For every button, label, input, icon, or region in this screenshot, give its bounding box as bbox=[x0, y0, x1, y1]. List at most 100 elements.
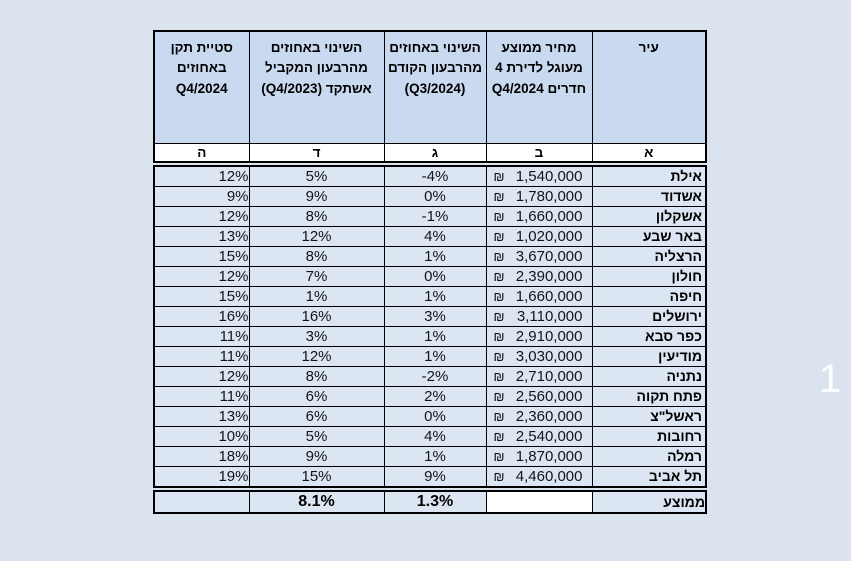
std-dev-value: 12% bbox=[218, 208, 249, 225]
yoy-change-value: 8% bbox=[305, 248, 328, 265]
std-dev-value: 11% bbox=[219, 348, 249, 365]
qoq-change-value: 1% bbox=[424, 288, 446, 305]
city-cell: אשקלון bbox=[591, 206, 707, 227]
column-letters-row: א ב ג ד ה bbox=[153, 143, 707, 163]
shekel-currency-symbol: ₪ bbox=[493, 429, 505, 444]
yoy-change-value: 12% bbox=[301, 348, 332, 365]
qoq-change-value: 0% bbox=[424, 268, 446, 285]
yoy-change-cell: 6% bbox=[248, 406, 385, 427]
qoq-change-cell: -4% bbox=[383, 165, 487, 187]
qoq-change-value: 1% bbox=[424, 348, 446, 365]
city-cell: מודיעין bbox=[591, 346, 707, 367]
qoq-change-cell: 1% bbox=[383, 346, 487, 367]
shekel-currency-symbol: ₪ bbox=[493, 249, 505, 264]
shekel-currency-symbol: ₪ bbox=[493, 329, 505, 344]
yoy-change-cell: 5% bbox=[248, 165, 385, 187]
std-dev-value: 9% bbox=[226, 188, 249, 205]
city-cell: כפר סבא bbox=[591, 326, 707, 347]
yoy-change-value: 6% bbox=[305, 388, 328, 405]
city-cell: ראשל"צ bbox=[591, 406, 707, 427]
price-cell: ₪ 4,460,000 bbox=[485, 466, 593, 488]
data-rows: אילת ₪ 1,540,000 -4% 5% 12% אשדוד ₪ 1,780,000 0% 9… bbox=[153, 165, 707, 488]
yoy-change-cell: 8% bbox=[248, 206, 385, 227]
std-dev-cell: 15% bbox=[153, 286, 250, 307]
yoy-change-cell: 15% bbox=[248, 466, 385, 488]
price-value: 1,660,000 bbox=[515, 288, 583, 305]
price-cell: ₪ 2,540,000 bbox=[485, 426, 593, 447]
std-dev-value: 11% bbox=[219, 388, 249, 405]
table-row: תל אביב ₪ 4,460,000 9% 15% 19% bbox=[153, 466, 707, 488]
city-cell: פתח תקוה bbox=[591, 386, 707, 407]
price-cell: ₪ 1,020,000 bbox=[485, 226, 593, 247]
yoy-change-cell: 7% bbox=[248, 266, 385, 287]
std-dev-value: 13% bbox=[218, 408, 249, 425]
table-row: רמלה ₪ 1,870,000 1% 9% 18% bbox=[153, 446, 707, 467]
std-dev-value: 12% bbox=[218, 368, 249, 385]
shekel-currency-symbol: ₪ bbox=[493, 309, 505, 324]
std-dev-value: 12% bbox=[218, 168, 249, 185]
qoq-change-value: 1% bbox=[424, 328, 446, 345]
header-city: עיר bbox=[591, 30, 707, 144]
price-value: 1,780,000 bbox=[515, 188, 583, 205]
header-row: עיר מחיר ממוצע מעוגל לדירת 4 חדרים Q4/20… bbox=[153, 30, 707, 144]
price-cell: ₪ 1,660,000 bbox=[485, 206, 593, 227]
yoy-change-cell: 12% bbox=[248, 346, 385, 367]
price-value: 1,540,000 bbox=[515, 168, 583, 185]
price-cell: ₪ 1,780,000 bbox=[485, 186, 593, 207]
yoy-change-value: 6% bbox=[305, 408, 328, 425]
city-cell: הרצליה bbox=[591, 246, 707, 267]
price-value: 1,660,000 bbox=[515, 208, 583, 225]
std-dev-cell: 12% bbox=[153, 206, 250, 227]
qoq-change-cell: 2% bbox=[383, 386, 487, 407]
qoq-change-cell: 1% bbox=[383, 286, 487, 307]
qoq-change-value: -2% bbox=[421, 368, 449, 385]
yoy-change-value: 15% bbox=[301, 468, 332, 485]
std-dev-value: 11% bbox=[219, 328, 249, 345]
yoy-change-value: 5% bbox=[305, 428, 328, 445]
price-value: 1,020,000 bbox=[515, 228, 583, 245]
shekel-currency-symbol: ₪ bbox=[493, 169, 505, 184]
qoq-change-value: -4% bbox=[421, 168, 449, 185]
table-row: חולון ₪ 2,390,000 0% 7% 12% bbox=[153, 266, 707, 287]
std-dev-cell: 11% bbox=[153, 346, 250, 367]
table-row: באר שבע ₪ 1,020,000 4% 12% 13% bbox=[153, 226, 707, 247]
qoq-change-cell: 0% bbox=[383, 186, 487, 207]
qoq-change-cell: 1% bbox=[383, 246, 487, 267]
average-label: ממוצע bbox=[591, 490, 707, 514]
average-row: ממוצע 1.3% 8.1% bbox=[153, 490, 707, 514]
price-value: 3,110,000 bbox=[516, 308, 583, 325]
qoq-change-cell: -2% bbox=[383, 366, 487, 387]
price-value: 4,460,000 bbox=[515, 468, 583, 485]
qoq-change-value: 0% bbox=[424, 408, 446, 425]
price-table: עיר מחיר ממוצע מעוגל לדירת 4 חדרים Q4/20… bbox=[153, 30, 707, 514]
std-dev-cell: 11% bbox=[153, 326, 250, 347]
qoq-change-value: -1% bbox=[421, 208, 449, 225]
table-row: פתח תקוה ₪ 2,560,000 2% 6% 11% bbox=[153, 386, 707, 407]
std-dev-cell: 18% bbox=[153, 446, 250, 467]
qoq-change-value: 9% bbox=[424, 468, 446, 485]
yoy-change-cell: 5% bbox=[248, 426, 385, 447]
yoy-change-value: 12% bbox=[301, 228, 332, 245]
table-row: כפר סבא ₪ 2,910,000 1% 3% 11% bbox=[153, 326, 707, 347]
price-value: 2,560,000 bbox=[515, 388, 583, 405]
yoy-change-value: 5% bbox=[305, 168, 328, 185]
shekel-currency-symbol: ₪ bbox=[493, 269, 505, 284]
std-dev-cell: 12% bbox=[153, 366, 250, 387]
qoq-change-cell: 4% bbox=[383, 226, 487, 247]
std-dev-cell: 9% bbox=[153, 186, 250, 207]
average-row-table: ממוצע 1.3% 8.1% bbox=[153, 490, 707, 514]
city-cell: אילת bbox=[591, 165, 707, 187]
price-value: 2,360,000 bbox=[515, 408, 583, 425]
std-dev-cell: 19% bbox=[153, 466, 250, 488]
yoy-change-value: 1% bbox=[305, 288, 328, 305]
header-price: מחיר ממוצע מעוגל לדירת 4 חדרים Q4/2024 bbox=[485, 30, 593, 144]
average-yoy-value: 8.1% bbox=[248, 490, 385, 514]
shekel-currency-symbol: ₪ bbox=[493, 209, 505, 224]
column-letter-c: ג bbox=[383, 143, 487, 163]
average-price-cell bbox=[485, 490, 593, 514]
price-cell: ₪ 1,660,000 bbox=[485, 286, 593, 307]
yoy-change-value: 9% bbox=[305, 188, 328, 205]
qoq-change-value: 3% bbox=[424, 308, 446, 325]
std-dev-value: 18% bbox=[218, 448, 249, 465]
header-qoq-change: השינוי באחוזים מהרבעון הקודם (Q3/2024) bbox=[383, 30, 487, 144]
